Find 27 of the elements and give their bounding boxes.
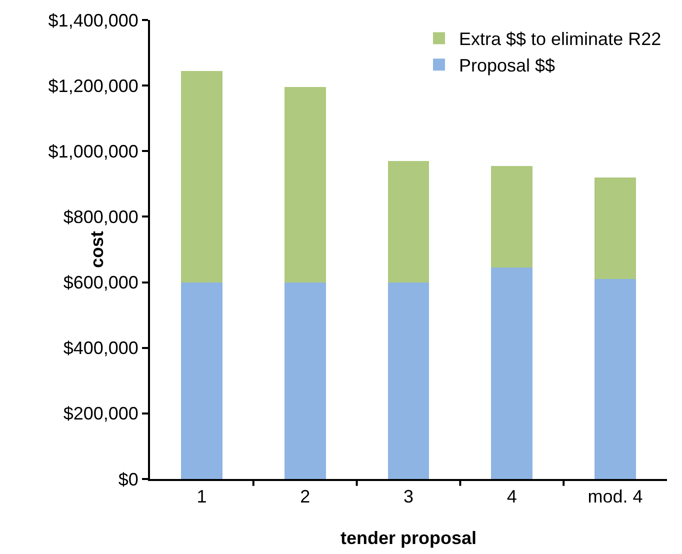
x-tick-label: 4	[506, 486, 517, 507]
y-tick-label: $1,000,000	[48, 141, 138, 162]
y-tick-label: $400,000	[63, 338, 138, 358]
bar	[284, 282, 326, 479]
bar	[594, 177, 636, 280]
bar	[491, 268, 533, 479]
y-axis-title: cost	[87, 230, 107, 268]
x-tick-label: mod. 4	[588, 486, 643, 507]
y-tick-label: $600,000	[63, 272, 138, 293]
x-tick-label: 3	[403, 486, 414, 507]
bar	[181, 282, 222, 479]
y-tick-label: $1,400,000	[48, 10, 138, 30]
y-tick-label: $200,000	[63, 404, 138, 424]
bar	[388, 160, 430, 282]
legend-label: Extra $$ to eliminate R22	[459, 29, 662, 50]
bar	[388, 282, 430, 479]
bar	[284, 87, 326, 282]
x-tick-label: 2	[300, 486, 310, 507]
y-tick-label: $0	[118, 469, 138, 490]
legend-label: Proposal $$	[459, 56, 556, 76]
bar	[594, 279, 636, 479]
bar	[181, 70, 222, 282]
bar	[491, 166, 533, 268]
x-tick-label: 1	[196, 486, 207, 507]
x-axis-title: tender proposal	[340, 528, 477, 548]
y-tick-label: $800,000	[63, 207, 138, 228]
y-tick-label: $1,200,000	[48, 76, 138, 96]
